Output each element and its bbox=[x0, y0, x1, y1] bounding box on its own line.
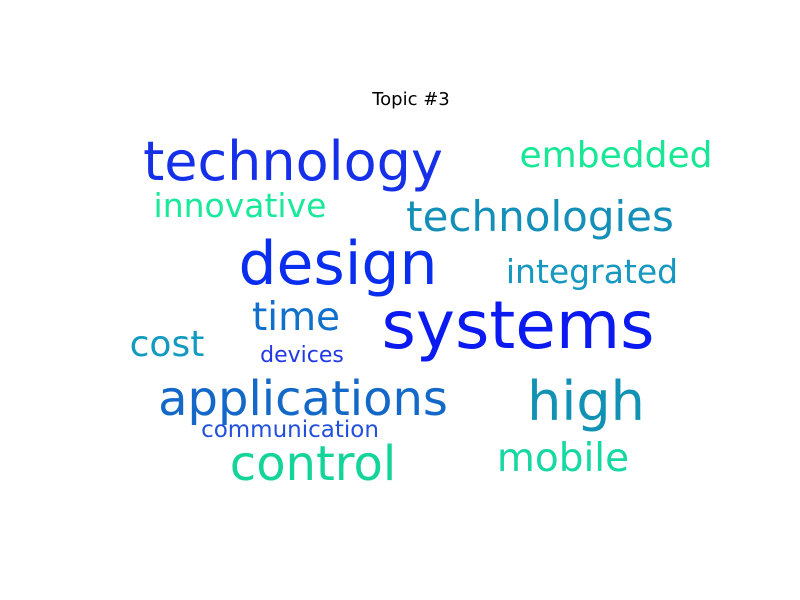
word-applications: applications bbox=[158, 371, 448, 427]
word-mobile: mobile bbox=[497, 436, 629, 481]
word-high: high bbox=[527, 370, 645, 433]
word-technology: technology bbox=[143, 130, 443, 193]
word-cost: cost bbox=[130, 324, 205, 365]
word-integrated: integrated bbox=[506, 252, 678, 291]
word-control: control bbox=[230, 436, 396, 492]
word-innovative: innovative bbox=[154, 186, 327, 225]
word-design: design bbox=[238, 229, 437, 299]
word-systems: systems bbox=[382, 287, 655, 364]
word-technologies: technologies bbox=[406, 192, 674, 241]
word-communication: communication bbox=[201, 417, 379, 443]
word-time: time bbox=[252, 295, 340, 340]
word-devices: devices bbox=[260, 343, 344, 368]
figure-title: Topic #3 bbox=[372, 89, 450, 110]
word-embedded: embedded bbox=[520, 135, 713, 176]
